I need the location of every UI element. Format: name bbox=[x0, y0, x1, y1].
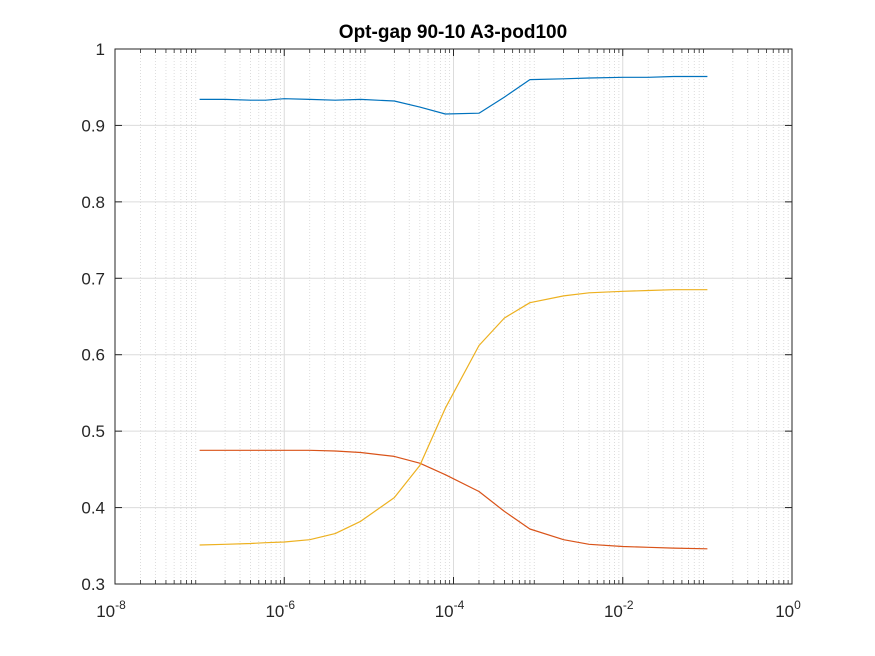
y-tick-label: 0.9 bbox=[81, 116, 105, 135]
x-tick-label: 10-6 bbox=[265, 598, 295, 621]
x-tick-label: 10-8 bbox=[96, 598, 126, 621]
series-line-3 bbox=[199, 289, 708, 546]
y-tick-label: 0.4 bbox=[81, 499, 105, 518]
x-tick-label: 100 bbox=[775, 598, 801, 621]
y-tick-label: 0.5 bbox=[81, 422, 105, 441]
y-tick-label: 0.7 bbox=[81, 269, 105, 288]
y-tick-label: 0.8 bbox=[81, 193, 105, 212]
chart-title: Opt-gap 90-10 A3-pod100 bbox=[339, 22, 567, 43]
x-tick-label: 10-4 bbox=[435, 598, 465, 621]
y-tick-label: 0.3 bbox=[81, 575, 105, 594]
y-tick-label: 1 bbox=[96, 40, 105, 59]
y-tick-label: 0.6 bbox=[81, 346, 105, 365]
grid-lines bbox=[114, 48, 793, 585]
series-line-1 bbox=[199, 75, 708, 115]
x-tick-label: 10-2 bbox=[604, 598, 634, 621]
series-line-2 bbox=[199, 449, 708, 550]
axis-ticks: 10-8 10-6 10-4 10-2 100 0.3 0.4 0.5 0.6 0.7 0.8 0.9… bbox=[81, 40, 801, 621]
series-lines bbox=[199, 75, 708, 550]
